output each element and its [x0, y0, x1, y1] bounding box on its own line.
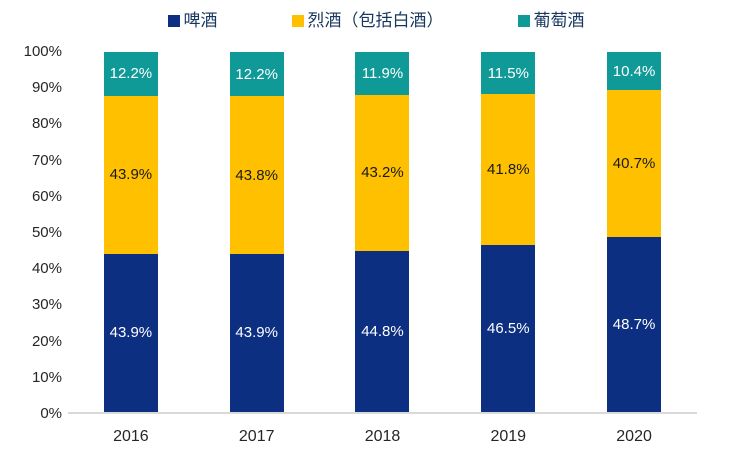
stacked-bar-2018: 11.9% 43.2% 44.8% [355, 52, 410, 412]
segment-wine-2020: 10.4% [607, 52, 662, 91]
x-axis-label: 2017 [238, 428, 275, 445]
data-label: 43.8% [235, 166, 278, 184]
legend-item-beer: 啤酒 [167, 11, 218, 31]
segment-spirits-2018: 43.2% [355, 95, 410, 251]
data-label: 40.7% [612, 154, 656, 172]
stacked-bar-2019: 11.5% 41.8% 46.5% [481, 52, 536, 412]
segment-wine-2016: 12.2% [103, 52, 158, 96]
legend-swatch-icon [167, 15, 180, 28]
plot-area: 12.2% 43.9% 43.9% 12.2% 43.8% 43.9% 11.9% 43.2%… [68, 52, 697, 414]
data-label: 11.5% [487, 64, 529, 82]
y-tick-label: 90% [31, 79, 62, 97]
y-tick-label: 70% [31, 151, 62, 169]
y-axis: 100% 90% 80% 70% 60% 50% 40% 30% 20% 10% 0% [0, 43, 62, 422]
legend-swatch-icon [291, 15, 304, 28]
y-tick-label: 60% [31, 187, 62, 205]
bar-band: 12.2% 43.9% 43.9% [68, 52, 194, 412]
legend-swatch-icon [517, 15, 530, 28]
data-label: 43.2% [361, 164, 404, 182]
x-axis-label: 2020 [616, 428, 652, 445]
data-label: 12.2% [109, 65, 153, 83]
data-label: 43.9% [109, 166, 153, 184]
stacked-bar-2016: 12.2% 43.9% 43.9% [103, 52, 158, 412]
y-tick-label: 50% [31, 224, 62, 241]
segment-spirits-2020: 40.7% [607, 90, 662, 237]
y-tick-label: 20% [31, 332, 62, 350]
legend-item-spirits: 烈酒（包括白酒） [291, 11, 444, 31]
legend-label: 葡萄酒 [533, 11, 585, 31]
x-axis-label: 2016 [113, 428, 149, 445]
data-label: 10.4% [612, 62, 656, 80]
data-label: 48.7% [612, 315, 656, 333]
x-axis: 2016 2017 2018 2019 2020 [68, 428, 697, 446]
segment-wine-2019: 11.5% [481, 52, 536, 95]
segment-beer-2019: 46.5% [481, 244, 536, 412]
segment-beer-2016: 43.9% [103, 253, 158, 412]
y-tick-label: 10% [31, 368, 62, 386]
data-label: 44.8% [361, 322, 404, 340]
legend-label: 烈酒（包括白酒） [307, 11, 444, 31]
legend-item-wine: 葡萄酒 [517, 11, 585, 31]
y-tick-label: 0% [40, 405, 62, 422]
data-label: 43.9% [109, 324, 153, 342]
data-label: 11.9% [361, 65, 404, 83]
bar-band: 10.4% 40.7% 48.7% [571, 52, 697, 412]
segment-wine-2018: 11.9% [355, 52, 410, 96]
stacked-bar-2017: 12.2% 43.8% 43.9% [229, 52, 284, 412]
x-axis-label: 2018 [364, 428, 401, 445]
segment-spirits-2016: 43.9% [103, 95, 158, 254]
y-tick-label: 30% [31, 296, 62, 314]
data-label: 46.5% [487, 319, 530, 337]
y-tick-label: 40% [31, 260, 62, 278]
y-tick-label: 100% [23, 43, 62, 60]
segment-beer-2017: 43.9% [229, 253, 284, 412]
y-tick-label: 80% [31, 115, 62, 133]
segment-wine-2017: 12.2% [229, 52, 284, 97]
segment-spirits-2019: 41.8% [481, 94, 536, 245]
data-label: 12.2% [235, 65, 278, 83]
legend-label: 啤酒 [183, 11, 218, 31]
x-axis-label: 2019 [490, 428, 527, 445]
bar-band: 11.9% 43.2% 44.8% [320, 52, 446, 412]
data-label: 41.8% [487, 160, 530, 178]
stacked-bar-2020: 10.4% 40.7% 48.7% [607, 52, 662, 412]
segment-spirits-2017: 43.8% [229, 96, 284, 254]
data-label: 43.9% [235, 324, 278, 342]
legend: 啤酒 烈酒（包括白酒） 葡萄酒 [0, 12, 752, 31]
bar-band: 12.2% 43.8% 43.9% [194, 52, 320, 412]
segment-beer-2018: 44.8% [355, 250, 410, 412]
bar-band: 11.5% 41.8% 46.5% [445, 52, 571, 412]
segment-beer-2020: 48.7% [607, 236, 662, 412]
